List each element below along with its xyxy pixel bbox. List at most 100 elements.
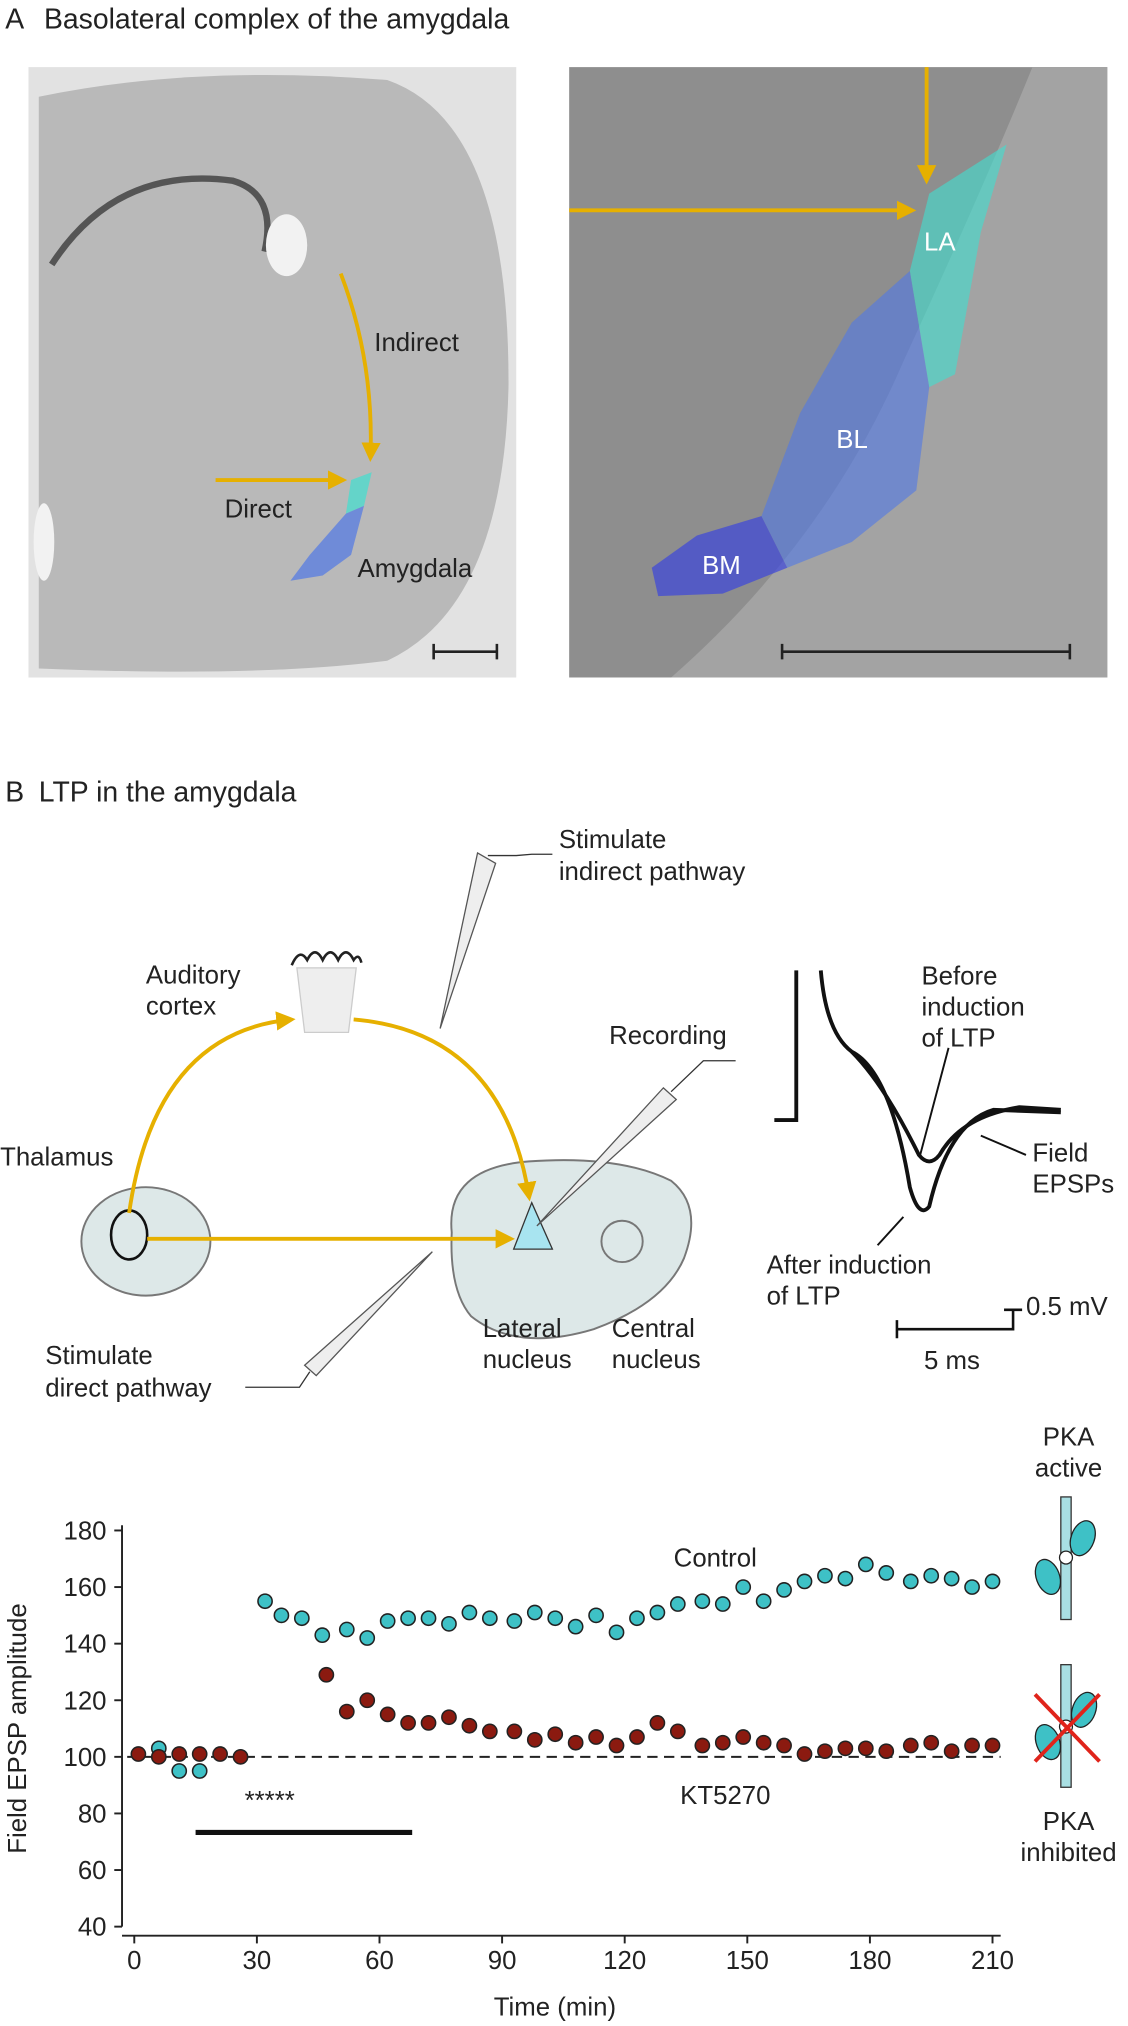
micrograph-right (569, 67, 1108, 678)
data-point (878, 1565, 895, 1581)
data-point (649, 1715, 666, 1731)
circuit-diagram (80, 851, 736, 1388)
label-lateral-nucleus: Lateral (483, 1315, 562, 1343)
stars: ***** (245, 1787, 295, 1815)
data-point (902, 1573, 919, 1590)
panel-title: Basolateral complex of the amygdala (44, 3, 510, 35)
data-point (400, 1610, 416, 1627)
label-stimulate-indirect: Stimulate (559, 826, 667, 854)
label-field-epsps: EPSPs (1032, 1170, 1114, 1198)
data-point (314, 1627, 331, 1644)
data-point (212, 1746, 228, 1762)
data-point (837, 1570, 854, 1587)
data-point (481, 1610, 498, 1627)
panel-label: A (5, 3, 24, 35)
x-tick-label: 0 (127, 1947, 141, 1975)
data-point (714, 1596, 731, 1612)
label-thalamus: Thalamus (0, 1143, 113, 1171)
data-point (130, 1746, 147, 1762)
data-point (964, 1579, 980, 1595)
data-point (608, 1624, 625, 1641)
y-tick-label: 180 (63, 1518, 106, 1546)
data-point (669, 1723, 686, 1740)
data-point (420, 1610, 437, 1627)
y-tick-label: 40 (78, 1914, 107, 1942)
label-stimulate-indirect: indirect pathway (559, 858, 746, 886)
label-field-epsps: Field (1032, 1139, 1088, 1167)
label-before: induction (921, 994, 1024, 1022)
data-point (694, 1737, 711, 1754)
data-point (735, 1579, 752, 1595)
data-point (273, 1607, 290, 1624)
label-auditory-cortex: Auditory (146, 961, 241, 989)
data-point (526, 1731, 543, 1748)
data-point (567, 1618, 584, 1635)
label-auditory-cortex: cortex (146, 992, 216, 1020)
data-point (817, 1567, 833, 1584)
data-point (817, 1743, 833, 1760)
label-recording: Recording (609, 1022, 727, 1050)
y-axis-title: Field EPSP amplitude (4, 1603, 32, 1853)
panel-label: B (5, 776, 24, 808)
label-indirect: Indirect (374, 329, 459, 357)
y-tick-label: 60 (78, 1857, 107, 1885)
data-point (359, 1630, 376, 1646)
data-point (338, 1621, 355, 1638)
x-tick-label: 120 (603, 1947, 646, 1975)
data-point (796, 1573, 813, 1590)
label-before: Before (921, 963, 997, 991)
data-point (923, 1734, 940, 1751)
data-point (902, 1737, 919, 1754)
x-axis-title: Time (min) (494, 1994, 616, 2022)
data-point (232, 1748, 249, 1765)
data-point (400, 1715, 416, 1731)
epsp-traces (774, 970, 1061, 1339)
scale-voltage: 0.5 mV (1026, 1293, 1109, 1321)
y-tick-label: 140 (63, 1631, 106, 1659)
data-point (506, 1613, 523, 1629)
data-point (526, 1604, 543, 1621)
data-point (608, 1737, 625, 1754)
data-point (441, 1709, 457, 1726)
x-tick-label: 30 (243, 1947, 272, 1975)
data-point (506, 1723, 523, 1740)
data-point (649, 1604, 666, 1621)
data-point (776, 1582, 792, 1598)
data-point (923, 1567, 940, 1584)
data-point (669, 1596, 686, 1612)
series-label: Control (674, 1545, 757, 1573)
panel-title: LTP in the amygdala (39, 776, 297, 808)
data-point (588, 1607, 604, 1624)
data-point (359, 1692, 376, 1709)
data-point (629, 1729, 645, 1745)
x-tick-label: 180 (848, 1947, 891, 1975)
data-point (171, 1746, 188, 1762)
label-lateral-nucleus: nucleus (483, 1346, 572, 1374)
data-point (714, 1734, 731, 1751)
data-point (379, 1706, 396, 1723)
chart: 40 60 80 100 120 140 160 180 0 30 60 90 120 150 180 210… (4, 1518, 1014, 2022)
x-tick-label: 60 (365, 1947, 394, 1975)
label-bl: BL (836, 426, 868, 454)
data-point (588, 1729, 604, 1745)
data-point (755, 1593, 772, 1610)
label-pka-inhibited: inhibited (1021, 1839, 1117, 1867)
label-bm: BM (702, 552, 741, 580)
data-point (547, 1610, 564, 1627)
label-central-nucleus: Central (612, 1315, 695, 1343)
data-point (694, 1593, 711, 1610)
data-point (318, 1666, 335, 1683)
x-tick-label: 210 (971, 1947, 1014, 1975)
micrograph-left (28, 67, 517, 678)
data-point (567, 1734, 584, 1751)
data-point (420, 1715, 437, 1731)
label-pka-active: PKA (1043, 1423, 1095, 1451)
label-pka-active: active (1035, 1454, 1102, 1482)
y-tick-label: 120 (63, 1687, 106, 1715)
data-point (191, 1746, 208, 1762)
data-point (461, 1604, 478, 1621)
data-point (481, 1723, 498, 1740)
data-point (837, 1740, 854, 1757)
label-stimulate-direct: direct pathway (45, 1374, 211, 1402)
data-point (857, 1740, 874, 1757)
